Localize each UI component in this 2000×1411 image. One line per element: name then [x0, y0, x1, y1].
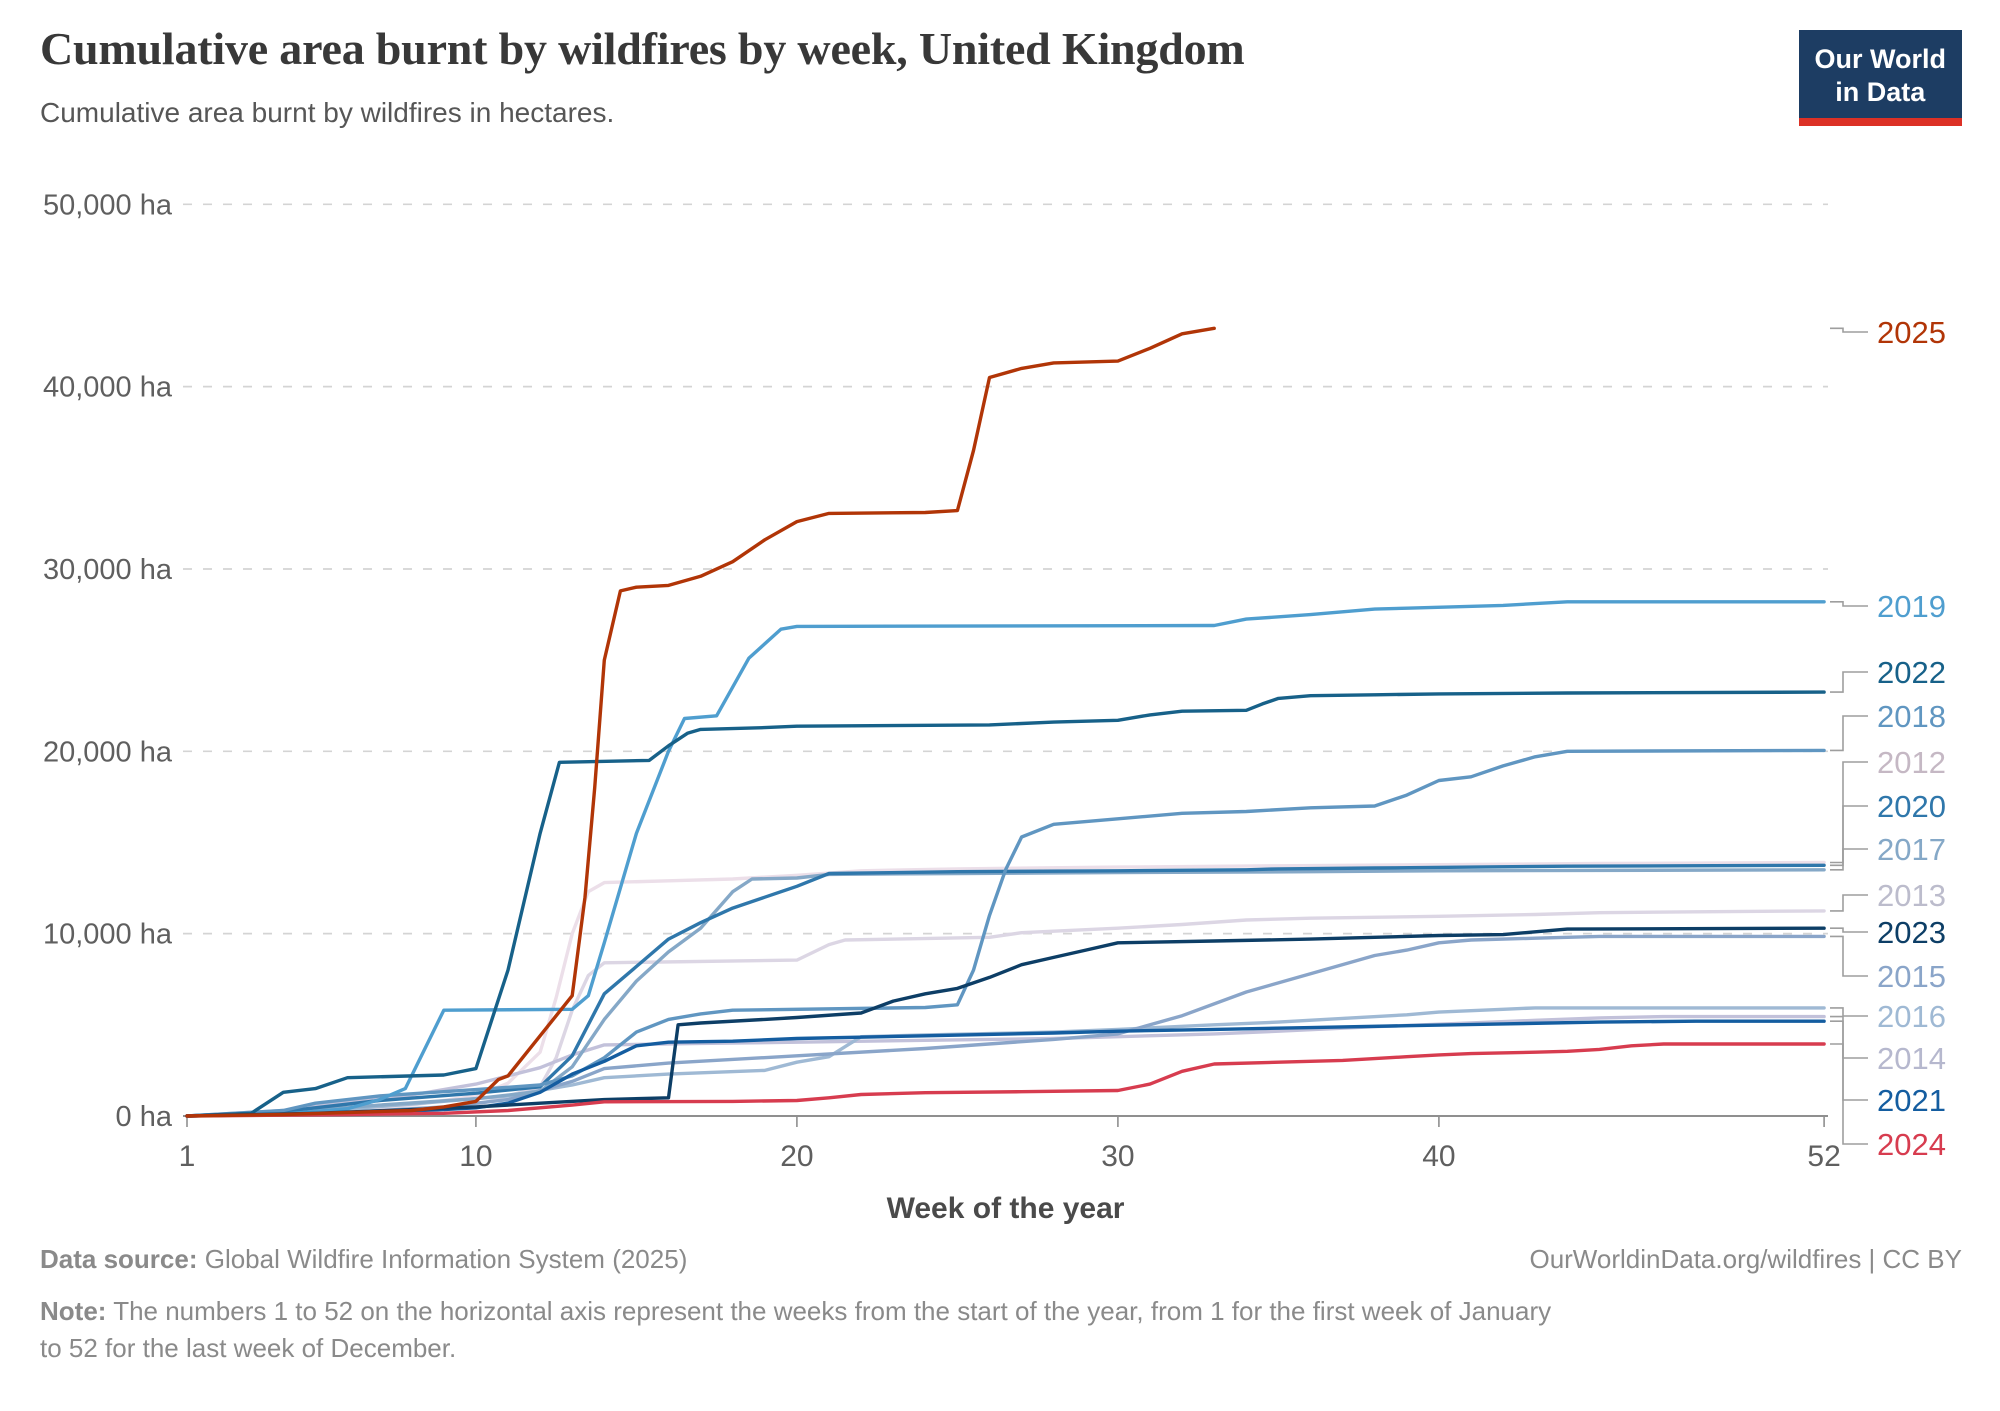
legend-label-2015[interactable]: 2015: [1877, 959, 1946, 994]
x-tick-label-52: 52: [1807, 1140, 1840, 1173]
series-line-2023[interactable]: [185, 926, 1826, 1118]
series-line-2018[interactable]: [185, 748, 1826, 1118]
y-tick-label-20000: 20,000 ha: [43, 736, 173, 768]
legend-label-2020[interactable]: 2020: [1877, 789, 1946, 824]
legend-connector-2018: [1830, 715, 1868, 752]
y-tick-label-30000: 30,000 ha: [43, 554, 173, 586]
series-line-2025[interactable]: [185, 326, 1216, 1118]
legend-label-2013[interactable]: 2013: [1877, 878, 1946, 913]
data-source-text: Global Wildfire Information System (2025…: [197, 1244, 688, 1274]
series-line-2020[interactable]: [185, 863, 1826, 1118]
x-tick-label-10: 10: [459, 1140, 492, 1173]
legend-label-2023[interactable]: 2023: [1877, 915, 1946, 950]
legend-connector-2017: [1830, 848, 1868, 871]
owid-logo-line1: Our World: [1814, 44, 1947, 74]
series-line-2019[interactable]: [185, 600, 1826, 1118]
source-row: Data source: Global Wildfire Information…: [40, 1244, 1962, 1275]
owid-logo[interactable]: Our World in Data: [1798, 30, 1962, 126]
legend-connector-2024: [1830, 1043, 1868, 1145]
y-tick-label-50000: 50,000 ha: [43, 189, 173, 221]
legend-connector-2021: [1830, 1020, 1868, 1101]
legend-label-2018[interactable]: 2018: [1877, 699, 1946, 734]
note-row: Note: The numbers 1 to 52 on the horizon…: [40, 1293, 1555, 1367]
legend-label-2022[interactable]: 2022: [1877, 655, 1946, 690]
legend-connector-2022: [1830, 671, 1868, 693]
owid-logo-line2: in Data: [1835, 76, 1926, 107]
legend-label-2021[interactable]: 2021: [1877, 1083, 1946, 1118]
legend-connector-2019: [1830, 601, 1868, 607]
owid-url-license[interactable]: OurWorldinData.org/wildfires | CC BY: [1529, 1244, 1962, 1274]
legend-connector-2013: [1830, 894, 1868, 912]
x-tick-label-40: 40: [1422, 1140, 1455, 1173]
data-source: Data source: Global Wildfire Information…: [40, 1244, 687, 1275]
note-text: The numbers 1 to 52 on the horizontal ax…: [40, 1296, 1552, 1363]
y-tick-label-10000: 10,000 ha: [43, 919, 173, 951]
legend-connector-2014: [1830, 1015, 1868, 1059]
chart-header: Cumulative area burnt by wildfires by we…: [40, 22, 1800, 129]
series-line-2012[interactable]: [185, 860, 1826, 1118]
x-axis-title: Week of the year: [887, 1192, 1125, 1225]
legend-connector-2016: [1830, 1007, 1868, 1017]
legend-connector-2020: [1830, 805, 1868, 867]
chart-subtitle: Cumulative area burnt by wildfires in he…: [40, 97, 615, 128]
legend-label-2012[interactable]: 2012: [1877, 745, 1946, 780]
x-tick-label-20: 20: [780, 1140, 813, 1173]
y-tick-label-40000: 40,000 ha: [43, 372, 173, 404]
legend-connector-2025: [1830, 327, 1868, 333]
legend-connector-2015: [1830, 935, 1868, 977]
x-tick-label-30: 30: [1101, 1140, 1134, 1173]
y-tick-label-0: 0 ha: [116, 1101, 173, 1133]
chart-footer: Data source: Global Wildfire Information…: [40, 1244, 1962, 1367]
legend-label-2019[interactable]: 2019: [1877, 589, 1946, 624]
x-tick-label-1: 1: [179, 1140, 196, 1173]
series-line-2017[interactable]: [185, 868, 1826, 1118]
series-line-2022[interactable]: [185, 690, 1826, 1118]
legend-label-2025[interactable]: 2025: [1877, 315, 1946, 350]
note-label: Note:: [40, 1296, 107, 1326]
legend-label-2017[interactable]: 2017: [1877, 832, 1946, 867]
legend-connector-2012: [1830, 761, 1868, 864]
series-line-2015[interactable]: [185, 934, 1826, 1118]
legend-connector-2023: [1830, 927, 1868, 933]
page-title: Cumulative area burnt by wildfires by we…: [40, 23, 1245, 74]
series-line-2013[interactable]: [185, 909, 1826, 1118]
data-source-label: Data source:: [40, 1244, 198, 1274]
legend-label-2016[interactable]: 2016: [1877, 999, 1946, 1034]
legend-label-2024[interactable]: 2024: [1877, 1127, 1946, 1162]
legend-label-2014[interactable]: 2014: [1877, 1041, 1946, 1076]
series-line-2024[interactable]: [185, 1042, 1826, 1118]
